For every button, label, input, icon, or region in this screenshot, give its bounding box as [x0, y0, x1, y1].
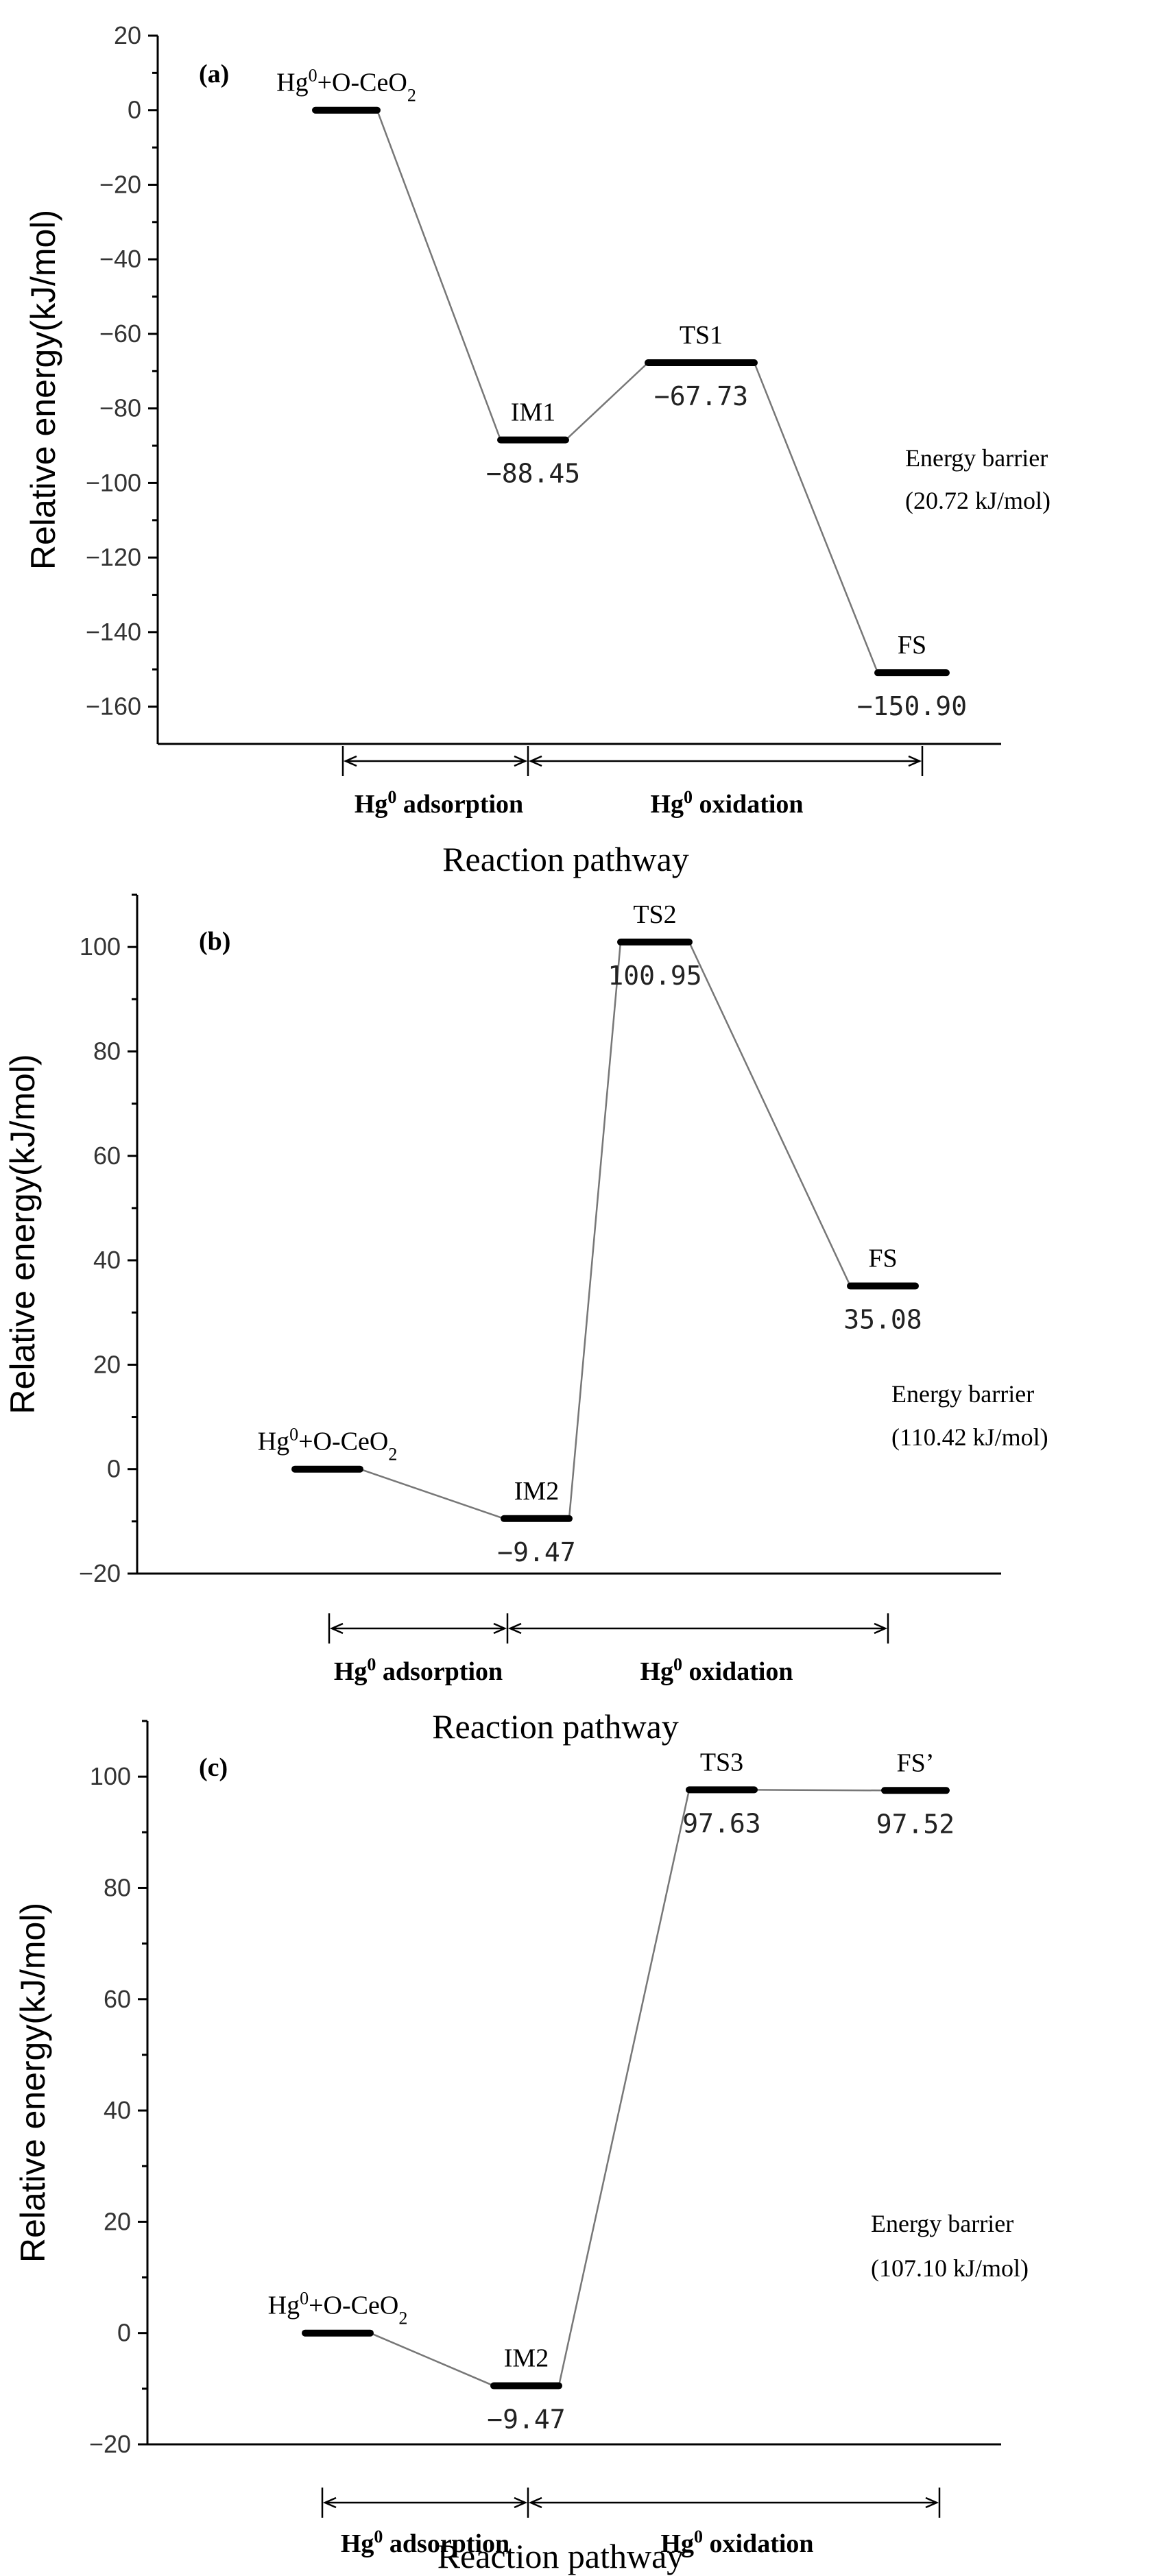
pathway-connector: [359, 1468, 505, 1519]
state-label: Hg0+O-CeO2: [258, 1424, 398, 1464]
pathway-connector: [370, 2332, 494, 2387]
arrowhead-icon: [514, 2496, 528, 2509]
y-tick-label: −20: [79, 1559, 121, 1587]
chart-panel-b: 100 80 60 40 20 0 −20 Relative energy(kJ/mol) (b…: [3, 893, 1048, 1746]
y-tick-label: −100: [86, 468, 141, 496]
y-tick-label: 20: [114, 21, 141, 49]
energy-barrier-value: (110.42 kJ/mol): [891, 1423, 1048, 1451]
y-tick-label: −140: [86, 618, 141, 646]
state-label: TS2: [633, 900, 676, 929]
arrowhead-icon: [528, 2496, 542, 2509]
panel-label: (c): [199, 1753, 228, 1782]
pathway-connector: [753, 362, 879, 673]
y-tick-label: −80: [99, 394, 141, 422]
y-tick-label: −120: [86, 543, 141, 571]
state-label: TS3: [700, 1748, 743, 1777]
arrowhead-icon: [514, 755, 528, 767]
energy-barrier-value: (20.72 kJ/mol): [905, 487, 1051, 514]
state-label: IM1: [511, 398, 555, 427]
stage-label: Hg0 adsorption: [341, 2527, 509, 2559]
x-axis-label: Reaction pathway: [437, 2537, 684, 2575]
arrowhead-icon: [925, 2496, 939, 2509]
value-label: −67.73: [654, 381, 748, 411]
value-label: 35.08: [843, 1305, 922, 1335]
y-axis-label: Relative energy(kJ/mol): [14, 1903, 52, 2263]
arrowhead-icon: [528, 755, 542, 767]
stage-label: Hg0 oxidation: [640, 1654, 793, 1687]
y-tick-label: −20: [99, 170, 141, 198]
y-tick-label: 60: [104, 1985, 131, 2013]
state-label: FS: [868, 1244, 897, 1273]
chart-panel-a: 20 0 −20 −40 −60 −80 −100 −120 −140 −160 Relative …: [24, 21, 1051, 878]
stage-label: Hg0 adsorption: [334, 1654, 503, 1687]
state-label: FS’: [897, 1748, 935, 1777]
pathway-connector: [557, 1790, 691, 2386]
pathway-connector: [568, 941, 622, 1519]
arrowhead-icon: [874, 1622, 888, 1635]
state-label: Hg0+O-CeO2: [268, 2288, 408, 2328]
y-tick-label: 80: [93, 1037, 121, 1065]
y-tick-label: 0: [117, 2319, 131, 2347]
state-label: IM2: [514, 1477, 559, 1506]
y-axis-label: Relative energy(kJ/mol): [24, 210, 62, 570]
arrowhead-icon: [322, 2496, 337, 2509]
energy-barrier-title: Energy barrier: [891, 1380, 1034, 1408]
y-tick-label: 20: [104, 2207, 131, 2235]
y-tick-label: 80: [104, 1873, 131, 1901]
energy-barrier-title: Energy barrier: [871, 2210, 1013, 2237]
y-tick-label: 0: [107, 1455, 121, 1483]
value-label: −9.47: [497, 1537, 575, 1567]
x-axis-label: Reaction pathway: [442, 840, 689, 878]
pathway-connector: [376, 110, 502, 441]
arrowhead-icon: [343, 755, 357, 767]
y-tick-label: 40: [93, 1246, 121, 1274]
arrowhead-icon: [329, 1622, 344, 1635]
value-label: 97.63: [682, 1808, 760, 1838]
y-tick-label: −160: [86, 693, 141, 721]
y-tick-label: 0: [128, 96, 141, 124]
y-tick-label: −60: [99, 320, 141, 348]
panel-label: (a): [199, 60, 229, 88]
y-tick-label: −20: [89, 2430, 131, 2458]
value-label: 100.95: [608, 961, 701, 991]
arrowhead-icon: [507, 1622, 522, 1635]
value-label: 97.52: [876, 1809, 955, 1839]
state-label: TS1: [680, 321, 723, 350]
panel-label: (b): [199, 927, 230, 956]
stage-label: Hg0 oxidation: [660, 2527, 813, 2559]
y-tick-label: 100: [80, 932, 121, 961]
arrowhead-icon: [493, 1622, 507, 1635]
stage-label: Hg0 adsorption: [355, 787, 523, 819]
stage-label: Hg0 oxidation: [650, 787, 803, 819]
x-axis-label: Reaction pathway: [432, 1707, 679, 1746]
state-label: Hg0+O-CeO2: [276, 65, 416, 105]
y-axis-label: Relative energy(kJ/mol): [3, 1054, 42, 1414]
value-label: −88.45: [486, 459, 580, 489]
y-tick-label: 20: [93, 1350, 121, 1378]
y-tick-label: 40: [104, 2096, 131, 2124]
energy-barrier-value: (107.10 kJ/mol): [871, 2254, 1029, 2282]
arrowhead-icon: [908, 755, 922, 767]
y-tick-label: −40: [99, 245, 141, 273]
y-tick-label: 60: [93, 1142, 121, 1170]
value-label: −9.47: [487, 2405, 565, 2435]
pathway-connector: [688, 941, 852, 1287]
state-label: FS: [898, 631, 926, 660]
pathway-connector: [565, 362, 649, 441]
energy-barrier-title: Energy barrier: [905, 444, 1048, 472]
y-tick-label: 100: [90, 1762, 131, 1790]
value-label: −150.90: [857, 691, 967, 721]
state-label: IM2: [504, 2344, 549, 2373]
chart-panel-c: 100 80 60 40 20 0 −20 Relative energy(kJ/mol) (c…: [14, 1720, 1029, 2575]
